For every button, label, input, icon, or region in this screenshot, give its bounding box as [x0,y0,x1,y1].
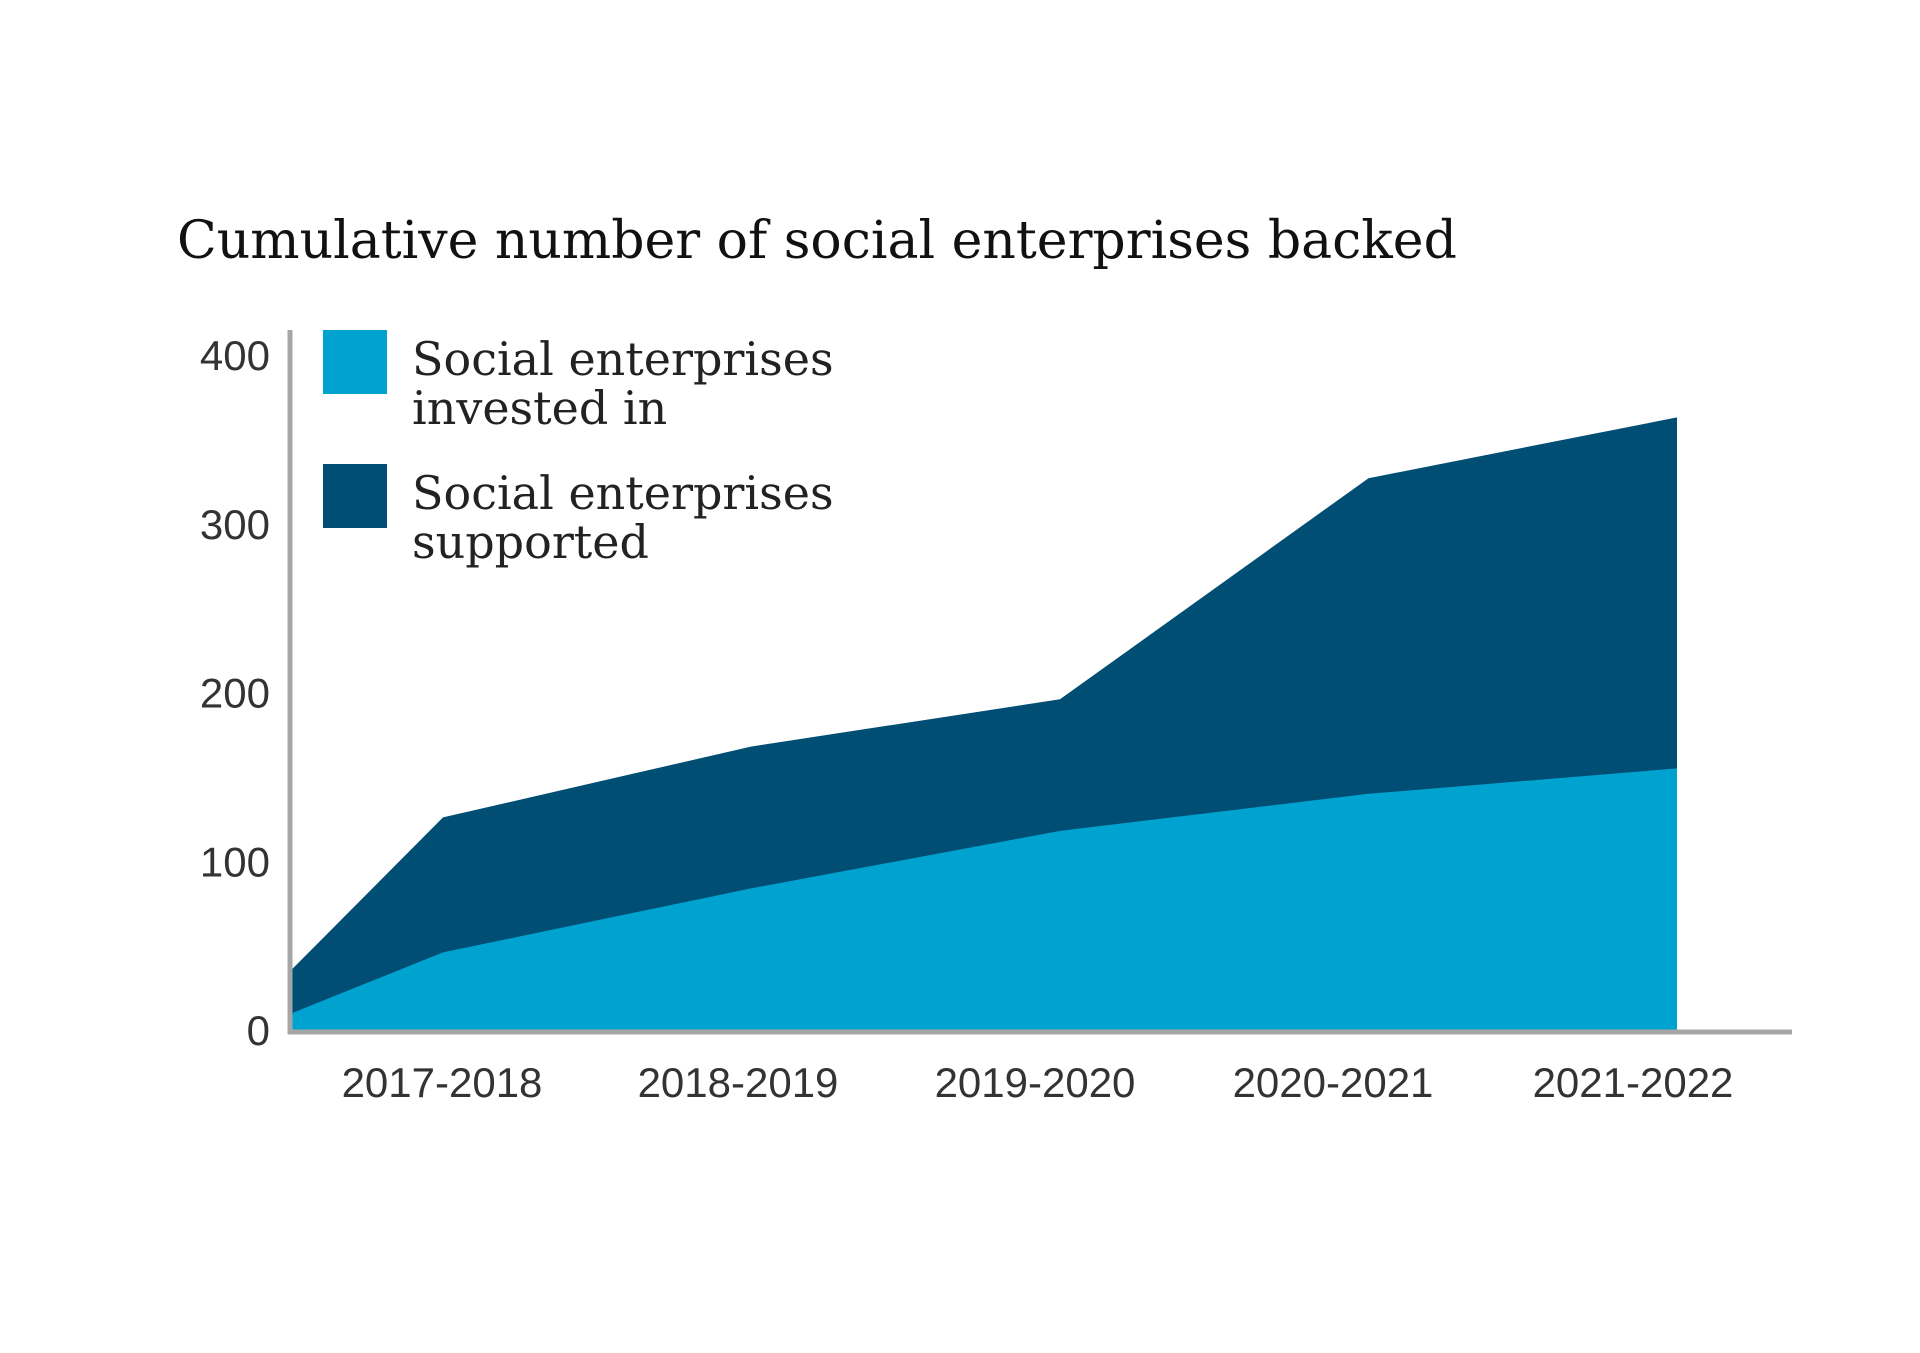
areas-layer [292,417,1677,1030]
y-tick-label: 0 [247,1007,270,1054]
y-tick-label: 400 [200,332,270,379]
legend-label-invested-line1: Social enterprises [412,332,834,386]
x-tick-labels: 2017-2018 2018-2019 2019-2020 2020-2021 2021… [342,1059,1734,1106]
x-tick-label: 2020-2021 [1233,1059,1434,1106]
area-invested [292,768,1677,1030]
y-tick-label: 100 [200,838,270,885]
legend-label-supported-line1: Social enterprises [412,466,834,520]
y-tick-labels: 0 100 200 300 400 [200,332,270,1054]
y-tick-label: 300 [200,501,270,548]
legend: Social enterprises invested in Social en… [323,330,834,569]
x-tick-label: 2018-2019 [638,1059,839,1106]
legend-label-supported-line2: supported [412,515,649,569]
legend-swatch-supported [323,464,387,528]
legend-swatch-invested [323,330,387,394]
y-tick-label: 200 [200,670,270,717]
x-tick-label: 2021-2022 [1533,1059,1734,1106]
chart-title: Cumulative number of social enterprises … [177,211,1457,271]
x-tick-label: 2019-2020 [935,1059,1136,1106]
legend-label-invested-line2: invested in [412,381,667,435]
x-tick-label: 2017-2018 [342,1059,543,1106]
